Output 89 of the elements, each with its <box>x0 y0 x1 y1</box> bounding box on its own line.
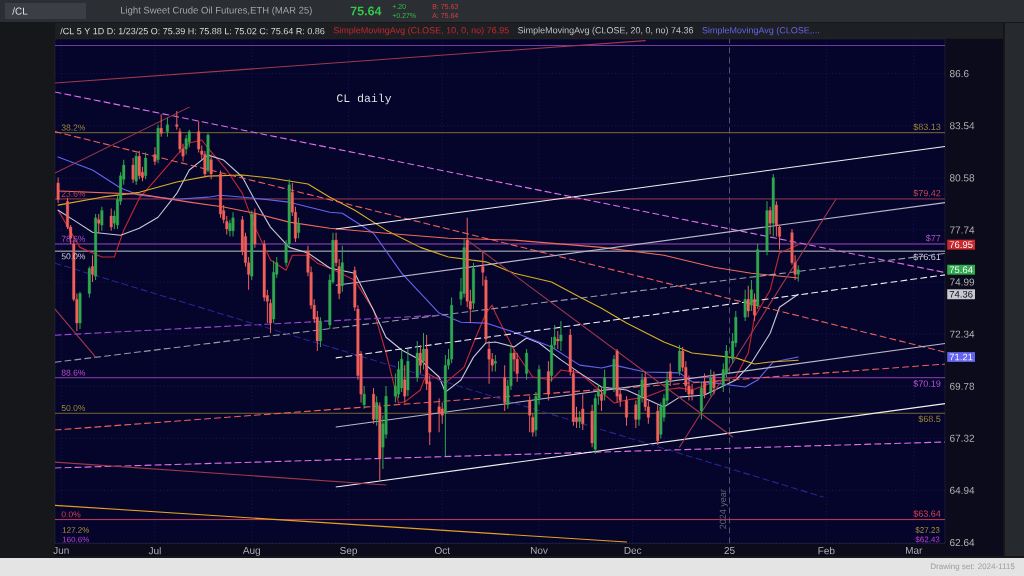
ref-line-label: $79.42 <box>913 189 941 197</box>
y-tick-label: 83.54 <box>949 122 975 130</box>
candlestick <box>556 330 560 350</box>
candlestick <box>184 134 188 155</box>
text: SimpleMovingAvg (CLOSE, 10, 0, no) 76.95 <box>333 26 509 36</box>
x-tick-label: Mar <box>905 546 923 554</box>
candlestick <box>559 320 563 352</box>
text: 75.64 <box>350 6 382 16</box>
annotation: 50.0% <box>61 404 86 411</box>
candlestick <box>746 285 750 318</box>
candlestick <box>131 157 135 184</box>
annotation: 0.0% <box>61 511 81 518</box>
ref-line-label: $70.19 <box>913 380 941 388</box>
candlestick <box>109 208 113 232</box>
x-tick-label: Oct <box>434 546 450 555</box>
ref-line-label: $63.64 <box>913 510 941 518</box>
text: Drawing set: 2024-1115 <box>930 563 1015 571</box>
chart-subtitle: /CL 5 Y 1D D: 1/23/25 O: 75.39 H: 75.88 L: 75.02 C: 75.64 R: 0.86 <box>60 27 325 35</box>
y-tick-label: 62.64 <box>950 539 975 547</box>
candlestick <box>97 213 101 234</box>
candlestick <box>525 348 529 381</box>
x-tick-label: 25 <box>724 546 735 555</box>
candlestick <box>749 279 753 312</box>
x-tick-label: Feb <box>818 546 835 555</box>
candlestick <box>743 289 747 322</box>
candlestick <box>528 395 532 433</box>
text: /CL <box>12 7 28 15</box>
candlestick <box>100 206 104 232</box>
ref-line-label: 2024 year <box>719 489 728 529</box>
x-tick-label: Sep <box>340 546 358 557</box>
candlestick <box>340 245 344 293</box>
candlestick <box>515 352 519 383</box>
x-tick-label: Jun <box>53 546 69 554</box>
annotation: 76.95 <box>949 241 973 249</box>
annotation: $27.23 <box>915 526 940 534</box>
x-tick-label: Nov <box>530 546 548 554</box>
y-tick-label: 72.34 <box>950 330 975 338</box>
annotation: CL daily <box>337 93 392 105</box>
annotation: 127.2% <box>62 527 90 533</box>
candlestick <box>91 254 94 283</box>
candlestick <box>753 293 756 322</box>
y-tick-label: 77.74 <box>950 226 975 234</box>
ref-line-label: $83.13 <box>913 123 941 131</box>
annotation: $62.43 <box>915 536 940 543</box>
candlestick <box>159 113 163 138</box>
ref-line-label: $68.5 <box>918 415 941 423</box>
y-tick-label: 64.94 <box>950 486 975 494</box>
candlestick <box>678 344 682 377</box>
x-tick-label: Dec <box>624 546 642 554</box>
candlestick <box>153 146 157 166</box>
candlestick <box>709 368 713 397</box>
candlestick <box>165 117 169 138</box>
ref-line-label: $76.61 <box>913 253 941 261</box>
candlestick <box>362 385 366 410</box>
annotation: 23.6% <box>61 190 86 197</box>
candlestick <box>625 395 628 427</box>
candlestick <box>144 152 148 180</box>
y-tick-label: 69.78 <box>950 382 975 390</box>
annotation: 88.6% <box>61 369 86 376</box>
candlestick <box>203 150 207 179</box>
y-tick-label: 80.58 <box>949 174 975 182</box>
text: SimpleMovingAvg (CLOSE, 20, 0, no) 74.36 <box>518 26 694 36</box>
annotation: 160.6% <box>62 536 90 543</box>
y-tick-label: 86.6 <box>949 70 969 78</box>
chart-title: Light Sweet Crude Oil Futures,ETH (MAR 25) <box>120 6 312 16</box>
candlestick <box>600 387 603 412</box>
candlestick <box>318 316 322 348</box>
annotation: 71.21 <box>949 353 973 361</box>
candlestick <box>603 368 607 401</box>
candlestick <box>712 370 716 395</box>
y-tick-label: 74.99 <box>950 278 975 286</box>
annotation: 74.36 <box>949 290 973 298</box>
candlestick <box>175 110 179 131</box>
candlestick <box>422 332 425 370</box>
ref-line-label: $77 <box>925 234 941 242</box>
candlestick <box>418 344 422 375</box>
candlestick <box>297 217 301 239</box>
candlestick <box>209 153 213 180</box>
candlestick <box>768 206 772 236</box>
text: SimpleMovingAvg (CLOSE,... <box>702 26 819 36</box>
y-tick-label: 67.32 <box>950 434 975 442</box>
candlestick <box>634 399 638 429</box>
x-tick-label: Aug <box>242 546 260 556</box>
x-tick-label: Jul <box>148 546 161 555</box>
candlestick <box>375 395 379 427</box>
candlestick <box>703 373 707 399</box>
candlestick <box>699 381 703 420</box>
annotation: 75.64 <box>949 266 973 274</box>
annotation: 38.2% <box>61 124 86 131</box>
